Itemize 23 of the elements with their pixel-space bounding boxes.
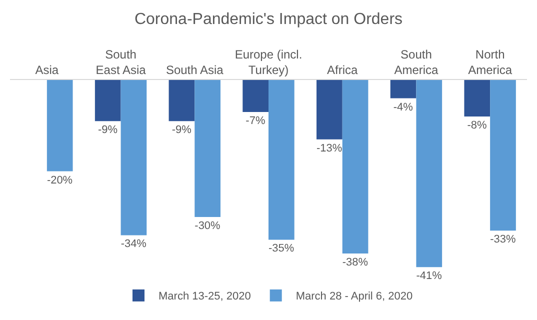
chart-title: Corona-Pandemic's Impact on Orders (134, 11, 403, 28)
x-tick-label: North America (468, 48, 512, 78)
data-label: -13% (316, 142, 342, 154)
data-label: -33% (490, 234, 516, 246)
x-tick-label: South Asia (166, 63, 224, 78)
data-label: -7% (246, 114, 266, 127)
data-label: -34% (120, 238, 147, 250)
data-label: -38% (342, 256, 368, 268)
legend-label: March 13-25, 2020 (158, 290, 251, 303)
data-label: -9% (172, 124, 192, 136)
x-tick-label: Europe (incl. Turkey) (234, 48, 302, 78)
x-tick-label: South America (394, 48, 439, 78)
x-tick-label: Africa (327, 63, 358, 78)
legend-label: March 28 - April 6, 2020 (296, 290, 413, 303)
data-label: -30% (194, 220, 221, 232)
data-label: -9% (98, 124, 118, 136)
data-label: -35% (268, 242, 294, 255)
data-label: -20% (46, 174, 73, 186)
data-label: -8% (467, 120, 488, 132)
x-tick-label: South East Asia (96, 48, 146, 78)
data-label: -41% (416, 270, 442, 282)
x-tick-label: Asia (35, 63, 59, 78)
data-label: -4% (393, 101, 414, 114)
